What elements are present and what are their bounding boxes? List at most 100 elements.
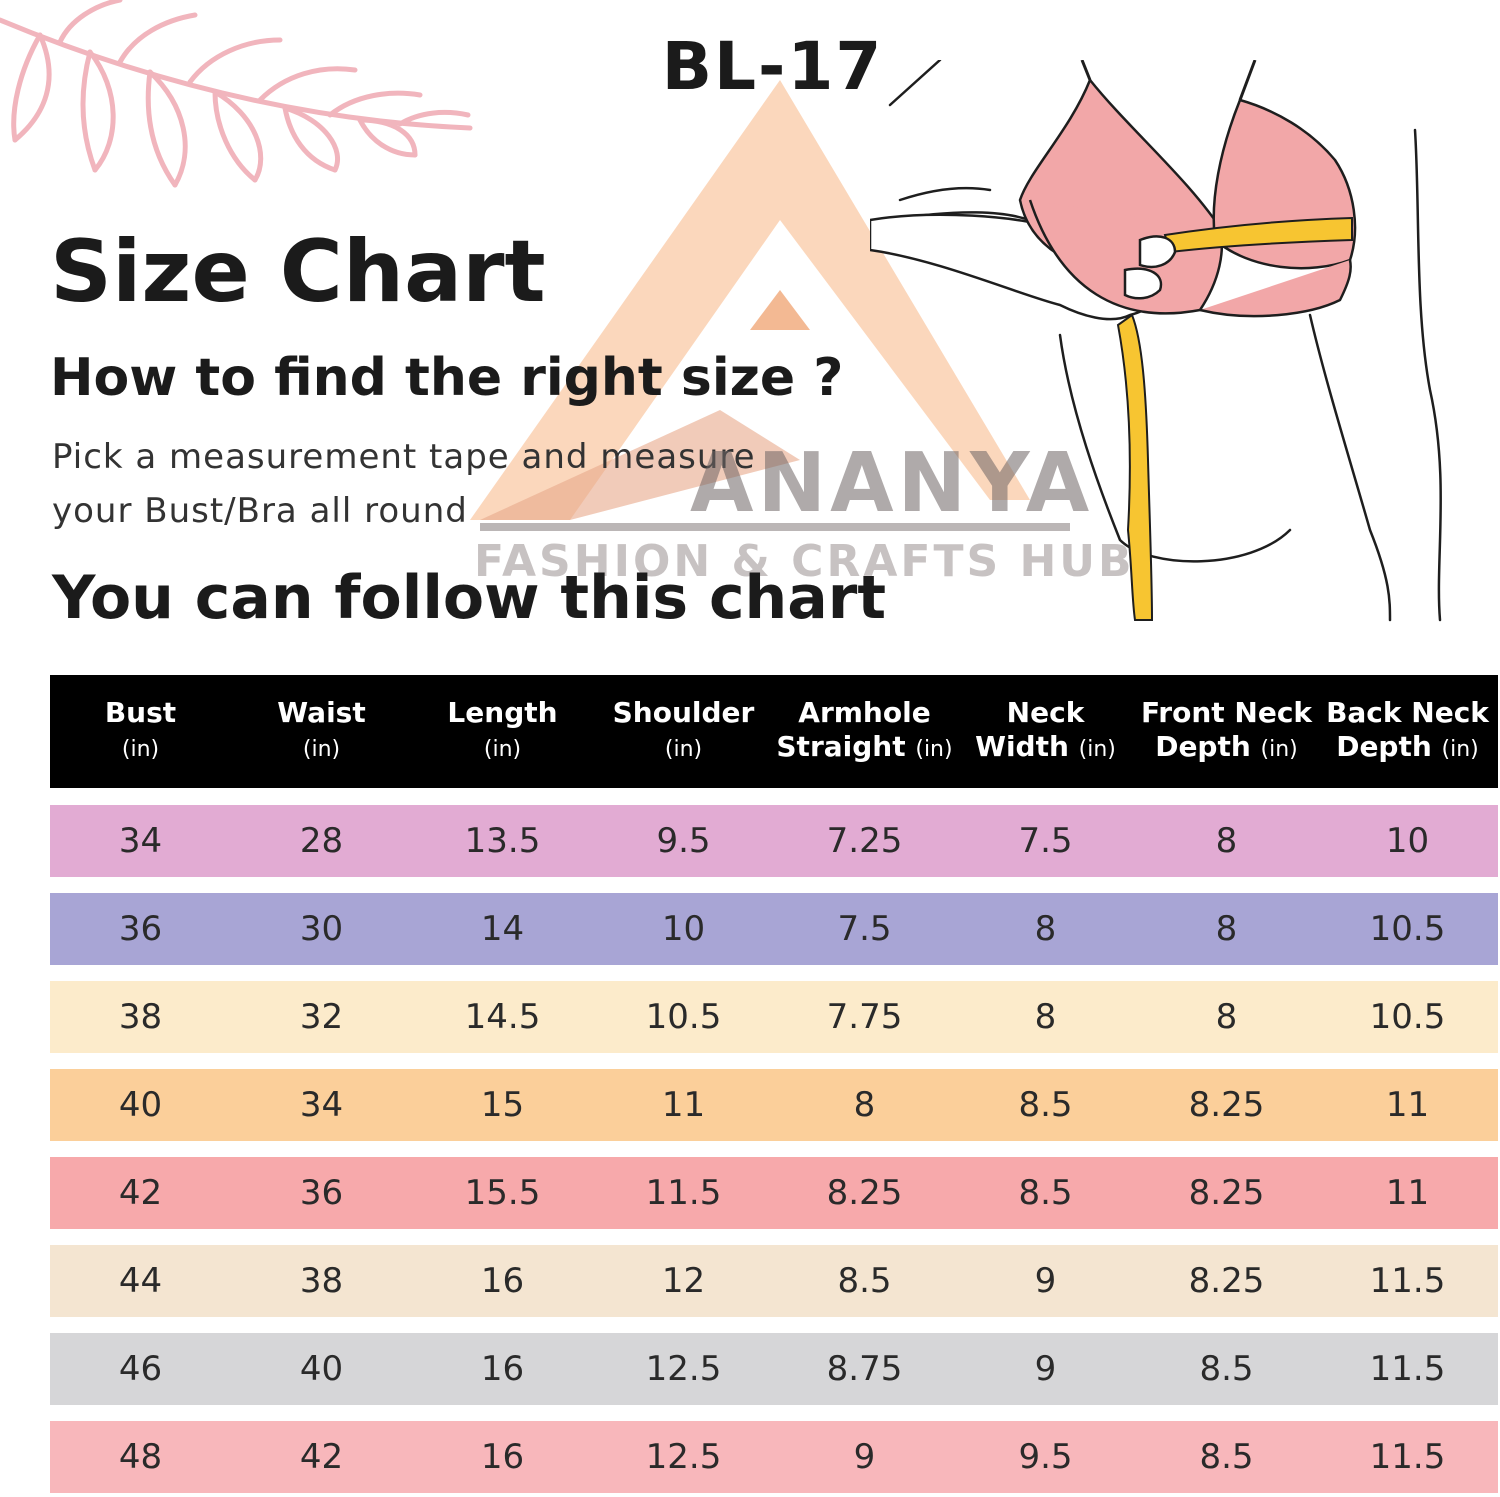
model-code: BL-17 bbox=[661, 28, 884, 105]
header-line-1: Front Neck bbox=[1140, 696, 1313, 729]
table-cell: 11 bbox=[661, 1085, 706, 1125]
table-header: Bust (in) Waist (in) Length (in) Shoulder (i… bbox=[50, 675, 1498, 788]
table-row: 36 30 14 10 7.5 8 8 10.5 bbox=[50, 893, 1498, 965]
column-header-armhole: Armhole Straight (in) bbox=[774, 696, 955, 767]
table-cell: 7.5 bbox=[837, 909, 892, 949]
table-cell: 38 bbox=[118, 997, 163, 1037]
table-cell: 34 bbox=[299, 1085, 344, 1125]
table-cell: 8.25 bbox=[1188, 1173, 1265, 1213]
table-cell: 8.5 bbox=[1018, 1173, 1073, 1213]
header-line-1: Neck bbox=[1006, 696, 1085, 729]
column-header-shoulder: Shoulder (in) bbox=[593, 696, 774, 767]
page-title: Size Chart bbox=[50, 222, 546, 322]
instruction-line-2: your Bust/Bra all round bbox=[52, 491, 468, 531]
bust-measurement-illustration bbox=[870, 60, 1443, 622]
table-cell: 13.5 bbox=[464, 821, 541, 861]
table-row: 48 42 16 12.5 9 9.5 8.5 11.5 bbox=[50, 1421, 1498, 1493]
column-header-bust: Bust (in) bbox=[50, 696, 231, 767]
table-cell: 10 bbox=[1385, 821, 1430, 861]
table-cell: 9.5 bbox=[1018, 1437, 1073, 1477]
column-header-waist: Waist (in) bbox=[231, 696, 412, 767]
table-cell: 8 bbox=[1215, 909, 1238, 949]
header-unit: (in) bbox=[412, 730, 593, 767]
table-row: 40 34 15 11 8 8.5 8.25 11 bbox=[50, 1069, 1498, 1141]
header-line-1: Back Neck bbox=[1326, 696, 1489, 729]
table-cell: 11.5 bbox=[1369, 1349, 1446, 1389]
unit-label: (in) bbox=[483, 737, 522, 762]
header-line-1: Bust bbox=[104, 696, 177, 729]
header-line-1: Length bbox=[447, 696, 558, 729]
table-cell: 16 bbox=[480, 1261, 525, 1301]
column-header-length: Length (in) bbox=[412, 696, 593, 767]
table-cell: 40 bbox=[299, 1349, 344, 1389]
follow-chart-heading: You can follow this chart bbox=[52, 563, 887, 633]
table-cell: 14.5 bbox=[464, 997, 541, 1037]
table-cell: 16 bbox=[480, 1349, 525, 1389]
table-cell: 28 bbox=[299, 821, 344, 861]
table-cell: 34 bbox=[118, 821, 163, 861]
table-cell: 40 bbox=[118, 1085, 163, 1125]
header-line-1: Shoulder bbox=[612, 696, 755, 729]
table-cell: 30 bbox=[299, 909, 344, 949]
header-line-2: Depth (in) bbox=[1317, 730, 1498, 767]
table-cell: 8.5 bbox=[1199, 1349, 1254, 1389]
table-cell: 9 bbox=[853, 1437, 876, 1477]
table-row: 46 40 16 12.5 8.75 9 8.5 11.5 bbox=[50, 1333, 1498, 1405]
table-cell: 9.5 bbox=[656, 821, 711, 861]
table-cell: 12.5 bbox=[645, 1349, 722, 1389]
table-cell: 11 bbox=[1385, 1085, 1430, 1125]
table-cell: 10.5 bbox=[645, 997, 722, 1037]
table-cell: 8.5 bbox=[1018, 1085, 1073, 1125]
table-cell: 16 bbox=[480, 1437, 525, 1477]
header-line-2-text: Depth bbox=[1155, 730, 1251, 763]
table-cell: 10.5 bbox=[1369, 909, 1446, 949]
unit-label: (in) bbox=[1441, 737, 1479, 762]
unit-label: (in) bbox=[1078, 737, 1116, 762]
header-unit: (in) bbox=[50, 730, 231, 767]
table-cell: 8 bbox=[1034, 997, 1057, 1037]
watermark-brand: ANANYA bbox=[690, 436, 1094, 531]
unit-label: (in) bbox=[1260, 737, 1298, 762]
table-cell: 32 bbox=[299, 997, 344, 1037]
table-cell: 11.5 bbox=[1369, 1437, 1446, 1477]
table-cell: 48 bbox=[118, 1437, 163, 1477]
header-line-1: Armhole bbox=[798, 696, 931, 729]
table-cell: 36 bbox=[299, 1173, 344, 1213]
header-line-2-text: Width bbox=[975, 730, 1069, 763]
table-cell: 8.25 bbox=[1188, 1085, 1265, 1125]
table-cell: 36 bbox=[118, 909, 163, 949]
table-cell: 7.25 bbox=[826, 821, 903, 861]
column-header-front-neck-depth: Front Neck Depth (in) bbox=[1136, 696, 1317, 767]
header-unit: (in) bbox=[593, 730, 774, 767]
table-cell: 8.5 bbox=[1199, 1437, 1254, 1477]
table-cell: 8 bbox=[1034, 909, 1057, 949]
header-unit: (in) bbox=[231, 730, 412, 767]
table-cell: 11 bbox=[1385, 1173, 1430, 1213]
table-cell: 9 bbox=[1034, 1261, 1057, 1301]
table-cell: 7.75 bbox=[826, 997, 903, 1037]
unit-label: (in) bbox=[121, 737, 160, 762]
table-cell: 44 bbox=[118, 1261, 163, 1301]
table-cell: 42 bbox=[118, 1173, 163, 1213]
header-line-2: Straight (in) bbox=[774, 730, 955, 767]
table-cell: 8.75 bbox=[826, 1349, 903, 1389]
table-row: 34 28 13.5 9.5 7.25 7.5 8 10 bbox=[50, 805, 1498, 877]
table-cell: 38 bbox=[299, 1261, 344, 1301]
header-line-2-text: Straight bbox=[776, 730, 906, 763]
table-cell: 9 bbox=[1034, 1349, 1057, 1389]
table-cell: 42 bbox=[299, 1437, 344, 1477]
page-subtitle: How to find the right size ? bbox=[50, 348, 844, 408]
table-row: 44 38 16 12 8.5 9 8.25 11.5 bbox=[50, 1245, 1498, 1317]
header-line-2: Width (in) bbox=[955, 730, 1136, 767]
header-line-1: Waist bbox=[277, 696, 366, 729]
table-cell: 8 bbox=[1215, 821, 1238, 861]
table-cell: 8.25 bbox=[1188, 1261, 1265, 1301]
unit-label: (in) bbox=[302, 737, 341, 762]
watermark-logo bbox=[470, 80, 1070, 531]
table-cell: 46 bbox=[118, 1349, 163, 1389]
unit-label: (in) bbox=[915, 737, 953, 762]
table-cell: 8.5 bbox=[837, 1261, 892, 1301]
column-header-neck-width: Neck Width (in) bbox=[955, 696, 1136, 767]
table-cell: 8.25 bbox=[826, 1173, 903, 1213]
table-cell: 7.5 bbox=[1018, 821, 1073, 861]
